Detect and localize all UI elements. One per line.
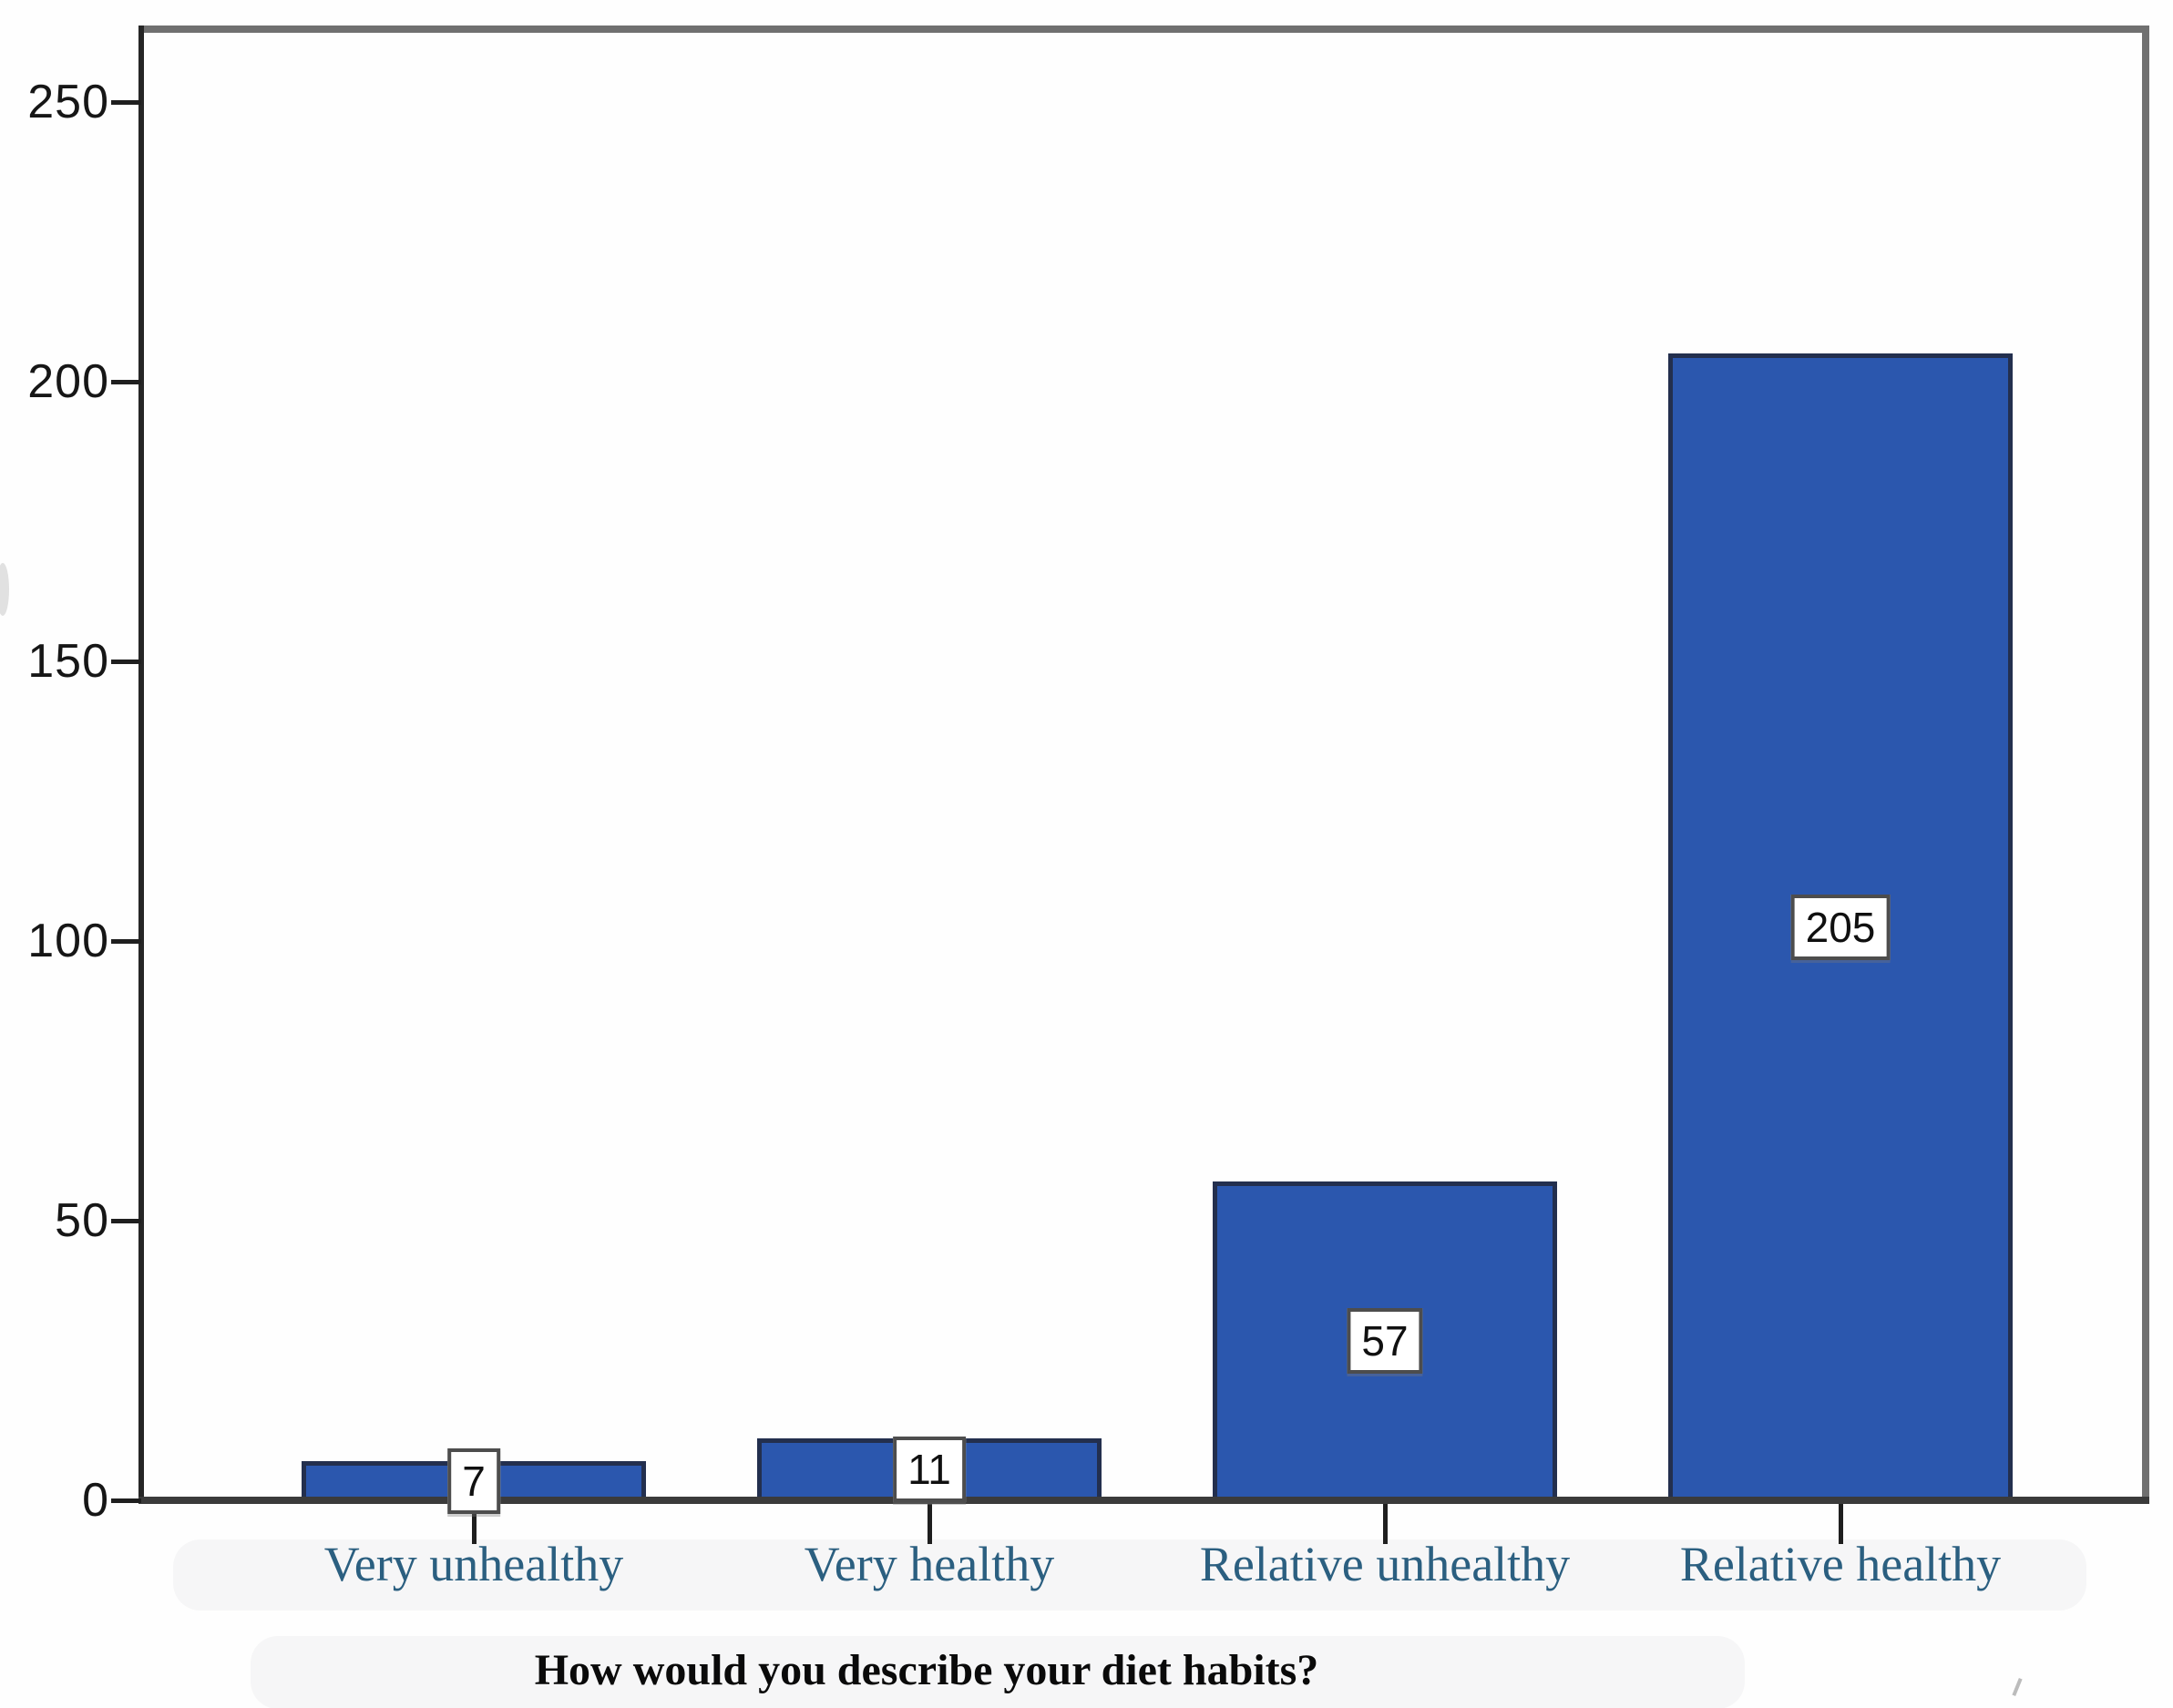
- x-tick: [472, 1504, 477, 1544]
- bar-value-label: 11: [893, 1437, 966, 1502]
- bar-value-label: 205: [1790, 894, 1891, 960]
- y-tick-label: 50: [55, 1194, 109, 1247]
- y-tick: [111, 380, 141, 384]
- cropped-axis-title-artifact: [0, 563, 9, 616]
- y-tick: [111, 660, 141, 664]
- x-tick: [928, 1504, 932, 1544]
- y-tick: [111, 1498, 141, 1503]
- background-band: [173, 1539, 2086, 1611]
- y-axis-line: [138, 26, 144, 1504]
- y-tick-label: 100: [27, 915, 109, 967]
- x-axis-line: [138, 1497, 2149, 1504]
- plot-right-border: [2142, 26, 2149, 1504]
- y-tick: [111, 1219, 141, 1223]
- background-band: [251, 1636, 1745, 1708]
- y-tick-label: 200: [27, 355, 109, 408]
- category-label: Very unhealthy: [323, 1537, 624, 1591]
- x-tick: [1383, 1504, 1388, 1544]
- bar-value-label: 7: [447, 1447, 500, 1514]
- x-tick: [1839, 1504, 1843, 1544]
- category-label: Relative unhealthy: [1199, 1537, 1571, 1591]
- bar-value-label: 57: [1347, 1308, 1423, 1374]
- y-tick: [111, 939, 141, 944]
- y-tick-label: 250: [27, 76, 109, 128]
- category-label: Relative healthy: [1679, 1537, 2002, 1591]
- y-tick: [111, 100, 141, 105]
- y-tick-label: 150: [27, 635, 109, 688]
- y-tick-label: 0: [82, 1474, 109, 1527]
- x-axis-title: How would you describe your diet habits?: [534, 1646, 1319, 1694]
- plot-top-border: [138, 26, 2149, 33]
- scan-artifact: [2012, 1677, 2023, 1697]
- category-label: Very healthy: [804, 1537, 1055, 1591]
